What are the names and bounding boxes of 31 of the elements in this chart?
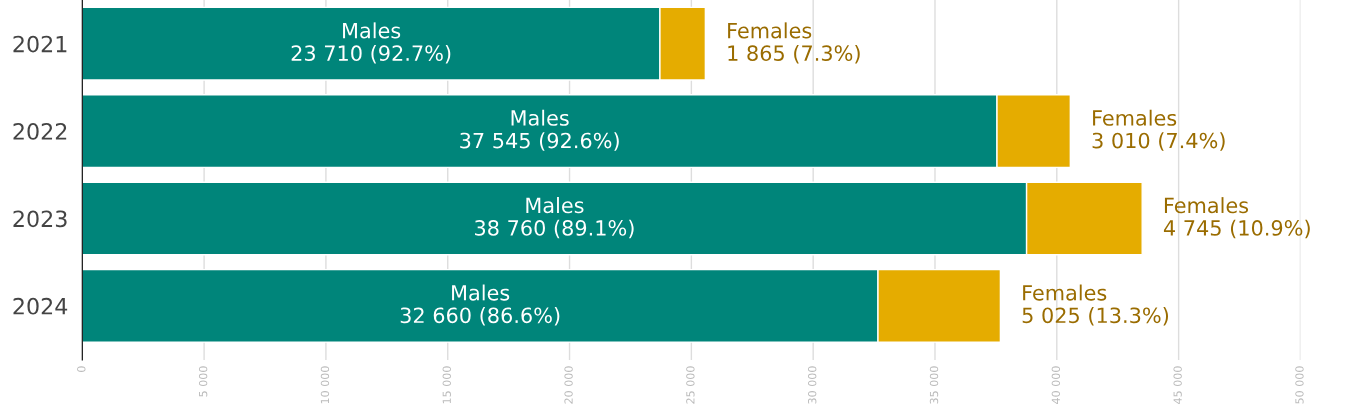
y-tick-label: 2024 [13, 297, 68, 315]
text: Males [526, 197, 584, 214]
x-tick-label: 40 000 [1051, 366, 1061, 404]
y-tick-label: 2023 [13, 210, 67, 228]
y-tick-label: 2021 [13, 35, 67, 53]
text: Females [1023, 284, 1107, 301]
text: Females [1164, 197, 1249, 214]
text: Females [1093, 109, 1177, 126]
data-label: 5 025 (13.3%) [1022, 307, 1169, 326]
y-tick-label: 2022 [13, 123, 67, 140]
text: Males [452, 284, 510, 301]
data-label: 37 545 (92.6%) [460, 132, 619, 151]
data-label: 23 710 (92.7%) [291, 44, 451, 64]
x-tick-label: 35 000 [929, 366, 939, 404]
data-label: 1 865 (7.3%) [728, 44, 860, 64]
x-tick-label: 30 000 [808, 366, 817, 404]
x-tick-label: 0 [77, 366, 86, 372]
text: Males [511, 109, 569, 126]
data-label: 4 745 (10.9%) [1163, 219, 1310, 239]
data-label: 3 010 (7.4%) [1092, 132, 1225, 151]
x-tick-label: 20 000 [564, 366, 573, 404]
series-label: Females [728, 22, 812, 39]
x-tick-label: 5 000 [198, 366, 208, 397]
x-tick-label: 45 000 [1173, 366, 1182, 404]
data-label: 38 760 (89.1%) [475, 219, 634, 239]
x-tick-label: 25 000 [686, 366, 695, 404]
series-label: Males [343, 22, 401, 39]
x-tick-label: 15 000 [442, 366, 451, 404]
data-label: 32 660 (86.6%) [400, 307, 560, 326]
x-tick-label: 50 000 [1295, 366, 1304, 404]
x-tick-label: 10 000 [320, 366, 330, 404]
